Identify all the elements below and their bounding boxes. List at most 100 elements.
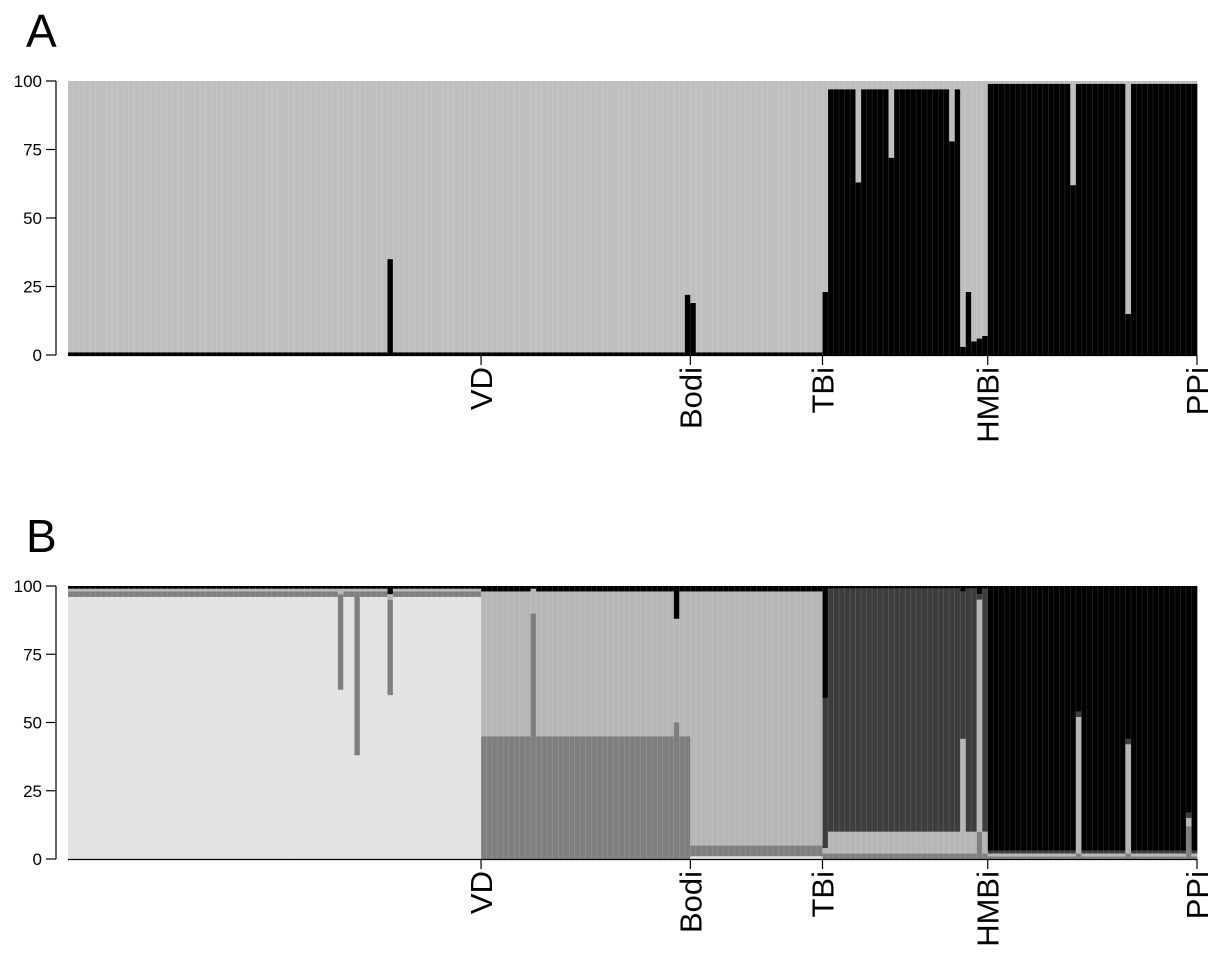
bar-segment — [960, 591, 967, 739]
bar-segment — [613, 736, 620, 859]
bar-segment — [381, 591, 388, 597]
bar-segment — [310, 588, 317, 592]
bar-segment — [657, 591, 664, 737]
bar-segment — [1053, 856, 1060, 859]
bar-segment — [222, 591, 229, 597]
bar-segment — [580, 352, 587, 355]
bar-segment — [866, 81, 873, 90]
bar-segment — [679, 586, 686, 592]
bar-segment — [1053, 83, 1060, 356]
bar-segment — [717, 856, 724, 859]
bar-segment — [172, 352, 179, 355]
bar-segment — [90, 586, 96, 589]
bar-segment — [1180, 856, 1187, 859]
bar-segment — [123, 591, 129, 597]
bar-segment — [668, 81, 675, 353]
bar-segment — [750, 845, 757, 857]
bar-segment — [299, 586, 306, 589]
bar-segment — [211, 81, 218, 353]
bar-segment — [822, 81, 829, 292]
bar-segment — [293, 588, 300, 592]
bar-segment — [1108, 83, 1115, 356]
bar-segment — [684, 736, 691, 859]
bar-segment — [431, 596, 438, 859]
bar-segment — [194, 81, 201, 353]
bar-segment — [299, 81, 306, 353]
bar-segment — [706, 856, 713, 859]
bar-segment — [839, 853, 845, 859]
bar-segment — [888, 853, 895, 859]
bar-segment — [794, 352, 801, 355]
bar-segment — [563, 591, 570, 737]
bar-segment — [436, 352, 443, 355]
bar-segment — [552, 586, 559, 592]
bar-segment — [943, 89, 950, 355]
bar-segment — [1125, 744, 1132, 854]
bar-segment — [161, 588, 168, 592]
bar-segment — [949, 141, 956, 355]
bar-segment — [337, 594, 344, 690]
bar-segment — [1081, 81, 1088, 84]
bar-segment — [591, 591, 598, 737]
bar-segment — [117, 81, 124, 353]
bar-segment — [844, 89, 851, 355]
bar-segment — [492, 586, 498, 592]
bar-segment — [1059, 856, 1066, 859]
bar-segment — [921, 588, 928, 832]
bar-segment — [156, 596, 162, 859]
bar-segment — [971, 853, 978, 859]
bar-segment — [1103, 853, 1110, 857]
bar-segment — [266, 596, 273, 859]
bar-segment — [833, 89, 840, 355]
bar-segment — [1158, 586, 1165, 851]
bar-segment — [205, 586, 212, 589]
bar-segment — [987, 850, 994, 854]
bar-segment — [1136, 586, 1143, 851]
bar-segment — [178, 588, 185, 592]
bar-segment — [1015, 856, 1022, 859]
bar-segment — [723, 586, 730, 592]
bar-segment — [993, 850, 1000, 854]
bar-segment — [965, 853, 972, 859]
bar-segment — [580, 81, 587, 353]
bar-segment — [1136, 83, 1143, 356]
bar-segment — [811, 856, 818, 859]
bar-segment — [282, 352, 289, 355]
bar-segment — [326, 81, 333, 353]
bar-segment — [514, 736, 520, 859]
bar-segment — [106, 596, 113, 859]
bar-segment — [877, 586, 884, 589]
bar-segment — [459, 81, 465, 353]
bar-segment — [73, 596, 80, 859]
bar-segment — [767, 591, 774, 846]
bar-segment — [101, 352, 107, 355]
bar-segment — [442, 596, 449, 859]
bar-segment — [332, 588, 339, 592]
bar-segment — [910, 89, 917, 355]
bar-segment — [249, 352, 256, 355]
bar-segment — [833, 81, 840, 90]
bar-segment — [767, 352, 774, 355]
bar-segment — [359, 588, 366, 592]
bar-segment — [1059, 586, 1066, 851]
bar-segment — [932, 853, 939, 859]
bar-segment — [1009, 586, 1016, 851]
bar-segment — [68, 588, 74, 592]
bar-segment — [156, 81, 162, 353]
bar-segment — [123, 81, 129, 353]
bar-segment — [348, 352, 355, 355]
bar-segment — [1163, 81, 1170, 84]
bar-segment — [161, 596, 168, 859]
bar-segment — [1185, 818, 1192, 827]
bar-segment — [943, 81, 950, 90]
bar-segment — [464, 352, 471, 355]
bar-segment — [1048, 850, 1055, 854]
bar-segment — [244, 81, 251, 353]
bar-segment — [756, 586, 763, 592]
bar-segment — [117, 588, 124, 592]
bar-segment — [668, 586, 675, 592]
bar-segment — [817, 352, 823, 355]
bar-segment — [200, 586, 207, 589]
bar-segment — [530, 586, 537, 589]
bar-segment — [464, 586, 471, 589]
